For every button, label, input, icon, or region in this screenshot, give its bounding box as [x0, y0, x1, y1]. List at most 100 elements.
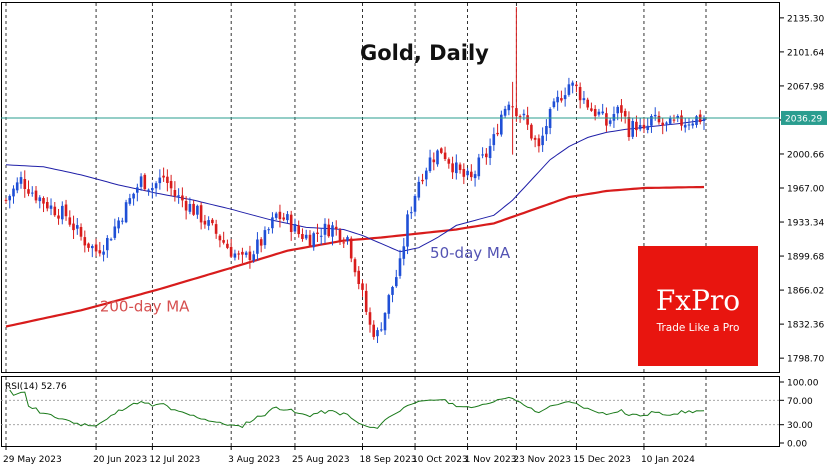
candle-body [507, 104, 511, 111]
price-tick-label: 1967.00 [787, 185, 824, 195]
candle-body [233, 253, 237, 258]
candle-body [481, 154, 484, 156]
candle-body [533, 137, 537, 140]
candle-body [256, 239, 259, 254]
candle-body [548, 109, 552, 128]
candle-body [571, 82, 574, 86]
candle-body [252, 254, 255, 261]
price-tick-label: 2000.66 [787, 150, 824, 160]
candle-body [334, 226, 338, 229]
candle-body [113, 226, 117, 238]
candle-body [68, 217, 72, 225]
ma200-layer [5, 185, 705, 328]
candle-body [271, 217, 274, 229]
rsi-tick-label: 100.00 [787, 379, 819, 389]
candle-body [286, 214, 289, 221]
candle-body [173, 190, 177, 196]
candle-body [391, 287, 394, 295]
candle-body [237, 253, 240, 255]
candle-body [612, 114, 616, 121]
candle-body [417, 181, 421, 198]
candle-body [563, 95, 567, 100]
candle-body [278, 211, 282, 219]
candle-body [428, 157, 432, 171]
fxpro-logo: FxPro Trade Like a Pro [638, 246, 758, 366]
candle-body [297, 225, 300, 235]
candle-body [500, 114, 503, 135]
candle-body [537, 138, 541, 147]
candle-body [462, 169, 466, 177]
candle-body [635, 121, 638, 131]
candle-body [184, 201, 188, 211]
candle-body [631, 121, 634, 137]
candle-body [147, 189, 150, 191]
candle-body [162, 175, 165, 178]
candle-body [541, 135, 544, 146]
candle-body [177, 195, 180, 197]
candle-body [136, 187, 139, 193]
candle-body [616, 106, 619, 114]
candle-body [106, 238, 109, 251]
candle-body [380, 329, 383, 331]
time-tick-label: 20 Jun 2023 [93, 455, 147, 465]
time-tick-label: 25 Aug 2023 [292, 455, 350, 465]
candle-body [15, 182, 19, 191]
candle-body [57, 215, 60, 219]
candle-body [451, 163, 454, 173]
price-tick-label: 1933.34 [787, 219, 824, 229]
candle-body [646, 125, 649, 130]
time-tick-label: 1 Nov 2023 [465, 455, 517, 465]
rsi-tick-label: 70.00 [787, 397, 813, 407]
candle-body [496, 132, 499, 135]
candle-body [267, 229, 270, 231]
candle-body [672, 119, 676, 121]
candle-body [466, 170, 469, 176]
candle-body [586, 99, 589, 108]
candle-body [545, 126, 548, 135]
candle-body [226, 243, 229, 248]
candle-body [83, 237, 87, 246]
ma200-line [5, 185, 705, 328]
candle-body [425, 170, 428, 180]
candle-body [229, 246, 233, 257]
candle-body [526, 115, 529, 125]
candle-body [27, 189, 30, 194]
candle-body [244, 252, 248, 255]
candle-body [169, 181, 173, 189]
candle-body [556, 96, 559, 103]
ma50-layer [5, 119, 705, 253]
candle-body [158, 177, 162, 184]
ma-annotation: 50-day MA [430, 244, 511, 262]
candle-body [203, 220, 207, 225]
candle-body [485, 153, 488, 158]
candle-body [323, 223, 327, 235]
candle-body [402, 246, 406, 259]
candle-body [79, 227, 83, 237]
candle-body [605, 113, 608, 126]
candle-body [627, 117, 631, 137]
candle-body [552, 101, 556, 107]
candle-body [349, 238, 353, 259]
candle-body [410, 212, 413, 214]
candle-body [289, 214, 293, 232]
candle-body [143, 174, 147, 190]
candle-body [650, 116, 653, 126]
time-tick-label: 3 Aug 2023 [228, 455, 280, 465]
candle-body [623, 111, 627, 117]
candle-body [398, 258, 402, 276]
candle-body [342, 242, 345, 244]
candle-body [687, 124, 691, 126]
candle-body [492, 134, 496, 146]
ma50-line [5, 119, 705, 253]
price-tick-label: 1899.68 [787, 253, 824, 263]
candle-body [192, 203, 195, 215]
candle-body [518, 116, 522, 118]
rsi-panel-frame [1, 376, 780, 447]
current-price-badge [781, 110, 827, 125]
candle-body [522, 113, 526, 116]
fxpro-logo-name: FxPro [656, 284, 740, 317]
candle-body [312, 233, 315, 248]
ma-annotation: 200-day MA [100, 297, 190, 315]
candle-body [72, 223, 75, 231]
candle-body [154, 183, 158, 189]
